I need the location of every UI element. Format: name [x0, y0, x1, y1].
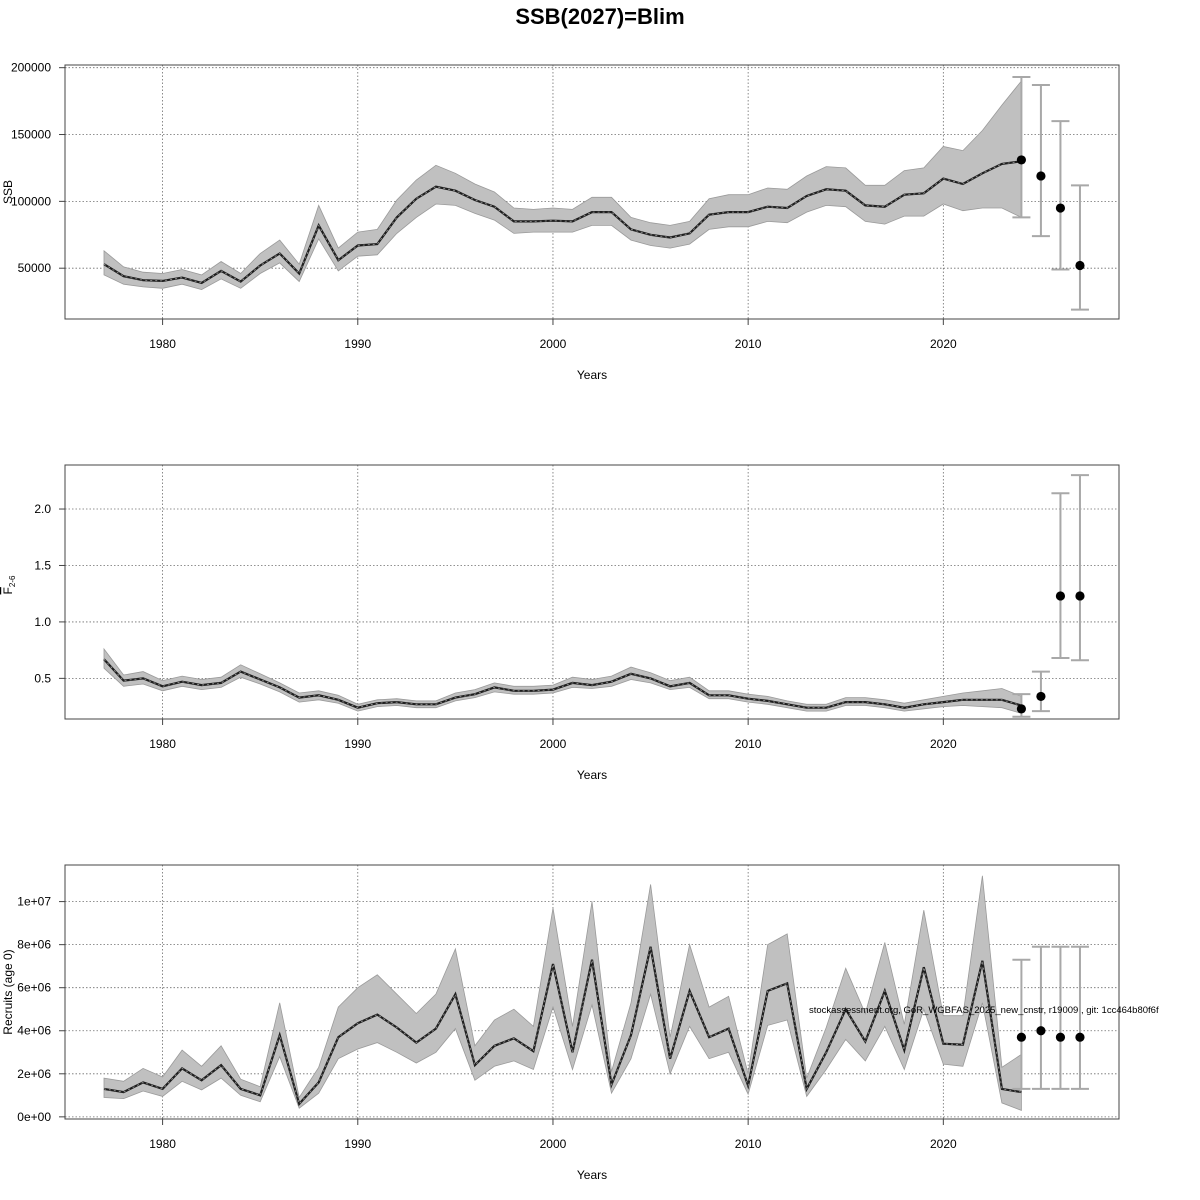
f-x-tick-label: 1980 [149, 737, 176, 751]
recruits-y-tick-label: 4e+06 [17, 1024, 51, 1038]
recruits-y-tick-label: 0e+00 [17, 1110, 51, 1124]
f-y-tick-label: 1.0 [34, 615, 51, 629]
recruits-estimate-dots [103, 946, 1022, 1105]
f-forecast-point [1075, 591, 1085, 601]
f-y-tick-label: 2.0 [34, 502, 51, 516]
ssb-panel: 1980 1990 2000 2010 2020 50000 100000 150000 200… [1, 61, 1120, 382]
f-x-tick-label: 2020 [930, 737, 957, 751]
recruits-plot-frame [64, 864, 1120, 1120]
recruits-forecast-point [1075, 1032, 1085, 1042]
footnote: stockassessment.org, GoR_WGBFAS_2025_new… [809, 1005, 1159, 1016]
ssb-y-tick-label: 200000 [11, 61, 51, 75]
f-y-tick-label: 1.5 [34, 558, 51, 572]
ssb-x-tick-label: 2000 [540, 337, 567, 351]
ssb-forecast-point [1055, 203, 1066, 213]
recruits-forecast-point [1016, 1032, 1027, 1042]
ssb-plot-frame [64, 64, 1120, 320]
f-forecast-point [1036, 691, 1046, 702]
f-x-tick-label: 1990 [344, 737, 371, 751]
ssb-estimate-dots [103, 160, 1022, 284]
ssb-y-tick-label: 50000 [18, 261, 52, 275]
f-forecast-point [1016, 704, 1027, 714]
recruits-x-tick-label: 2010 [735, 1137, 762, 1151]
recruitment-panel: 1980 1990 2000 2010 2020 0e+00 2e+06 4e+06 6e+06… [1, 864, 1120, 1182]
ssb-x-tick-label: 2010 [735, 337, 762, 351]
ssb-confidence-band [103, 79, 1022, 291]
ssb-forecast-point [1075, 260, 1085, 271]
f-x-tick-label: 2010 [735, 737, 762, 751]
ssb-y-axis-title: SSB [1, 180, 15, 204]
recruits-x-tick-label: 1990 [344, 1137, 371, 1151]
f-estimate-dots [103, 658, 1022, 709]
ssb-forecast-point [1016, 155, 1027, 165]
recruits-forecast-point [1036, 1026, 1046, 1036]
recruits-confidence-band [103, 875, 1022, 1111]
ssb-y-tick-label: 100000 [11, 194, 51, 208]
ssb-x-tick-label: 2020 [930, 337, 957, 351]
ssb-forecast-point [1036, 171, 1046, 181]
recruits-x-tick-label: 2000 [540, 1137, 567, 1151]
recruits-y-tick-label: 6e+06 [17, 981, 51, 995]
ssb-x-axis-title: Years [577, 368, 607, 382]
f-forecast-point [1055, 591, 1066, 601]
chart-title: SSB(2027)=Blim [515, 4, 684, 29]
f-plot-frame [64, 464, 1120, 720]
fishing-mortality-panel: 1980 1990 2000 2010 2020 0.5 1.0 1.5 2.0 Years F2-… [1, 464, 1120, 782]
recruits-y-tick-label: 1e+07 [17, 895, 51, 909]
f-x-tick-label: 2000 [540, 737, 567, 751]
recruits-x-tick-label: 2020 [930, 1137, 957, 1151]
recruits-forecast-point [1055, 1032, 1066, 1042]
ssb-x-tick-label: 1980 [149, 337, 176, 351]
f-y-tick-label: 0.5 [34, 671, 51, 685]
f-y-axis-title: F2-6 [1, 575, 17, 594]
recruits-x-tick-label: 1980 [149, 1137, 176, 1151]
ssb-y-tick-label: 150000 [11, 128, 51, 142]
ssb-x-tick-label: 1990 [344, 337, 371, 351]
recruits-x-axis-title: Years [577, 1168, 607, 1182]
recruits-y-axis-title: Recruits (age 0) [1, 949, 15, 1034]
recruits-y-tick-label: 8e+06 [17, 938, 51, 952]
recruits-y-tick-label: 2e+06 [17, 1067, 51, 1081]
f-x-axis-title: Years [577, 768, 607, 782]
